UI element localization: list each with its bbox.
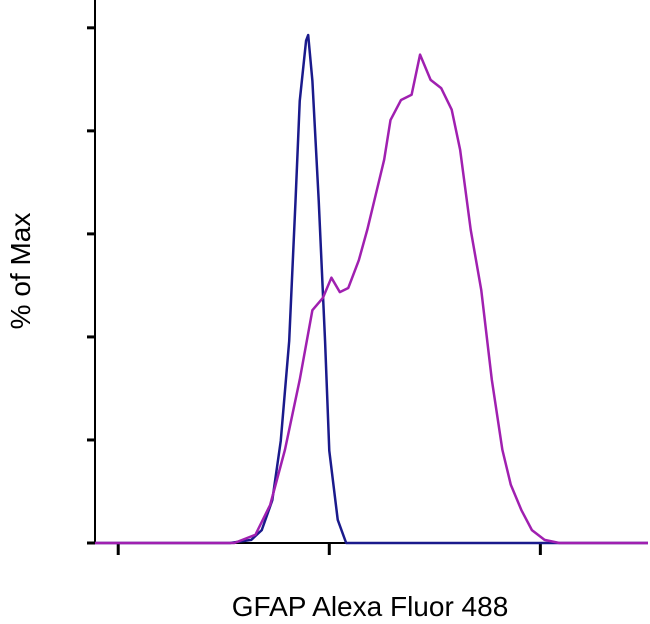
y-axis-label: % of Max [5,213,36,330]
histogram-line [95,53,648,545]
x-axis-label: GFAP Alexa Fluor 488 [232,591,509,622]
histogram-line [95,33,648,545]
